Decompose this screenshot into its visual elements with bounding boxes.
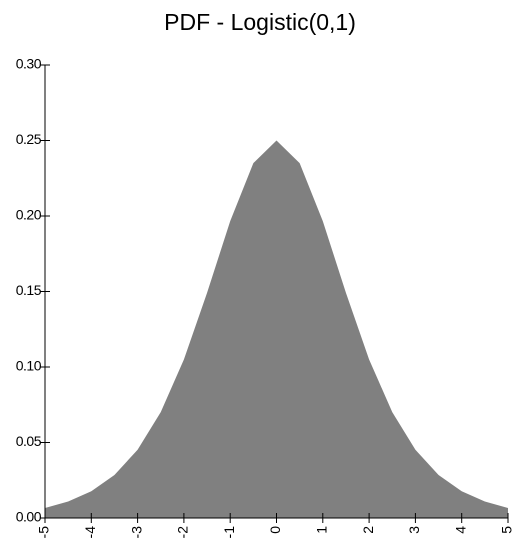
x-tick-label: 2	[360, 526, 376, 534]
x-tick-label: 0	[267, 526, 283, 534]
x-tick-label: -2	[175, 526, 191, 539]
y-tick-label: 0.05	[16, 433, 42, 449]
x-tick-label: -5	[36, 526, 52, 539]
y-tick-label: 0.15	[16, 282, 42, 298]
x-tick-label: 3	[406, 526, 422, 534]
y-tick-label: 0.00	[16, 509, 42, 525]
y-tick-label: 0.20	[16, 207, 42, 223]
x-tick-label: 4	[452, 526, 468, 534]
y-tick-label: 0.10	[16, 358, 42, 374]
y-tick-label: 0.30	[16, 56, 42, 72]
x-tick-label: 1	[314, 526, 330, 534]
x-tick-label: 5	[499, 526, 515, 534]
chart-title: PDF - Logistic(0,1)	[164, 9, 356, 35]
x-tick-label: -4	[82, 526, 98, 539]
x-tick-label: -1	[221, 526, 237, 539]
x-tick-label: -3	[128, 526, 144, 539]
y-tick-label: 0.25	[16, 131, 42, 147]
area	[45, 140, 508, 518]
